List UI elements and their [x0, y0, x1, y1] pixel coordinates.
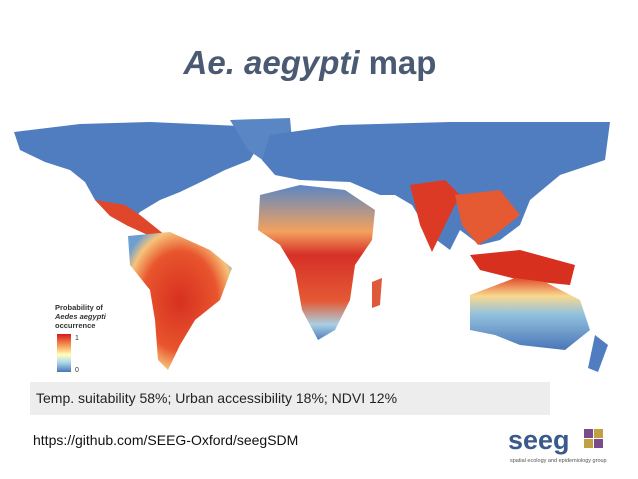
legend-title: Probability of [55, 303, 103, 312]
africa [258, 185, 375, 340]
central-america [95, 200, 165, 236]
legend-title: Aedes aegypti [54, 312, 107, 321]
map-legend: Probability of Aedes aegypti occurrence … [52, 300, 116, 378]
north-america [14, 122, 262, 226]
indonesia [470, 250, 575, 285]
source-url: https://github.com/SEEG-Oxford/seegSDM [33, 432, 298, 448]
australia [470, 278, 590, 350]
madagascar [372, 278, 382, 308]
legend-title: occurrence [55, 321, 95, 330]
title-rest: map [369, 44, 437, 81]
legend-high-label: 1 [75, 335, 79, 342]
southeast-asia [455, 190, 520, 245]
logo-icon [584, 429, 603, 448]
world-map [14, 118, 610, 372]
legend-color-bar [57, 334, 71, 372]
logo-name: seeg [508, 425, 570, 455]
legend-low-label: 0 [75, 367, 79, 374]
seeg-logo: seeg spatial ecology and epidemiology gr… [508, 425, 607, 464]
slide-title: Ae. aegypti map [183, 44, 437, 81]
caption-box [30, 382, 550, 415]
new-zealand [588, 335, 608, 372]
south-america [128, 232, 232, 370]
logo-tagline: spatial ecology and epidemiology group [510, 458, 607, 464]
caption: Temp. suitability 58%; Urban accessibili… [36, 390, 397, 406]
title-italic: Ae. aegypti [183, 44, 361, 81]
india [410, 180, 460, 252]
